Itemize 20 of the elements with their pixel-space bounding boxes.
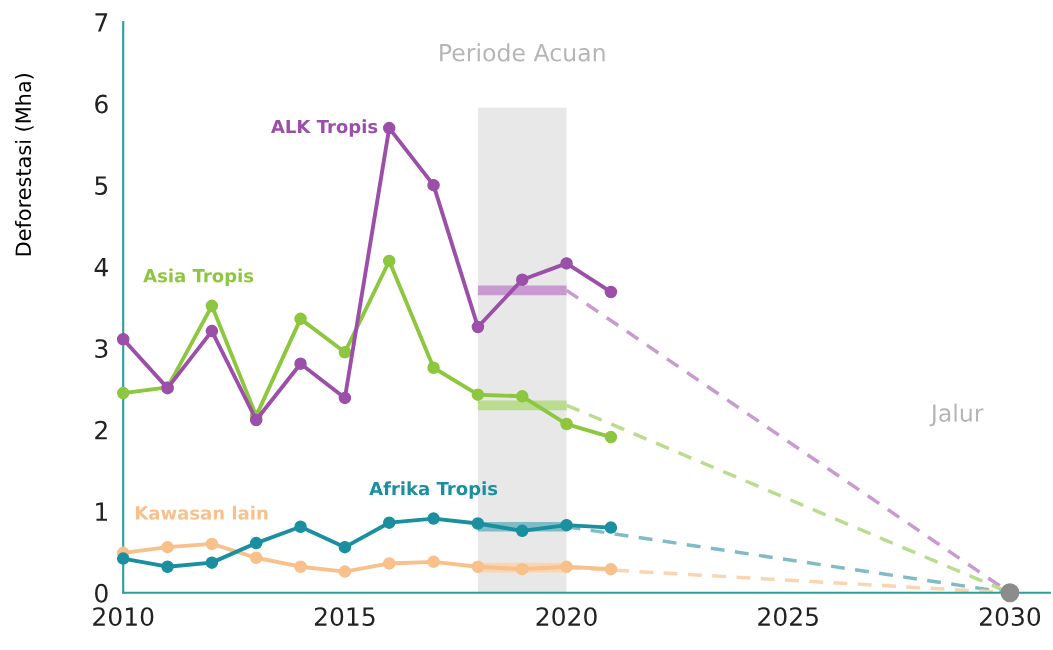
series-label: Asia Tropis	[143, 268, 254, 287]
series-label: Kawasan lain	[135, 505, 268, 520]
x-tick-label: 2010	[93, 607, 154, 627]
y-tick-label: 3	[95, 339, 108, 359]
series-label: ALK Tropis	[270, 119, 378, 137]
y-axis-title: Deforestasi (Mha)	[15, 74, 34, 256]
band-label: Periode Acuan	[440, 43, 605, 62]
y-tick-label: 6	[95, 94, 108, 114]
y-tick-label: 7	[95, 13, 108, 32]
y-tick-label: 4	[94, 257, 108, 277]
y-tick-label: 2	[95, 420, 107, 440]
y-tick-label: 0	[95, 583, 108, 603]
x-tick-label: 2025	[758, 607, 818, 627]
series-label: Afrika Tropis	[369, 481, 498, 499]
x-tick-label: 2030	[979, 607, 1041, 627]
annotation: Jalur	[929, 403, 984, 427]
x-tick-label: 2020	[536, 607, 597, 627]
x-tick-label: 2015	[314, 607, 375, 627]
y-tick-label: 5	[95, 176, 108, 196]
y-tick-label: 1	[96, 502, 107, 521]
